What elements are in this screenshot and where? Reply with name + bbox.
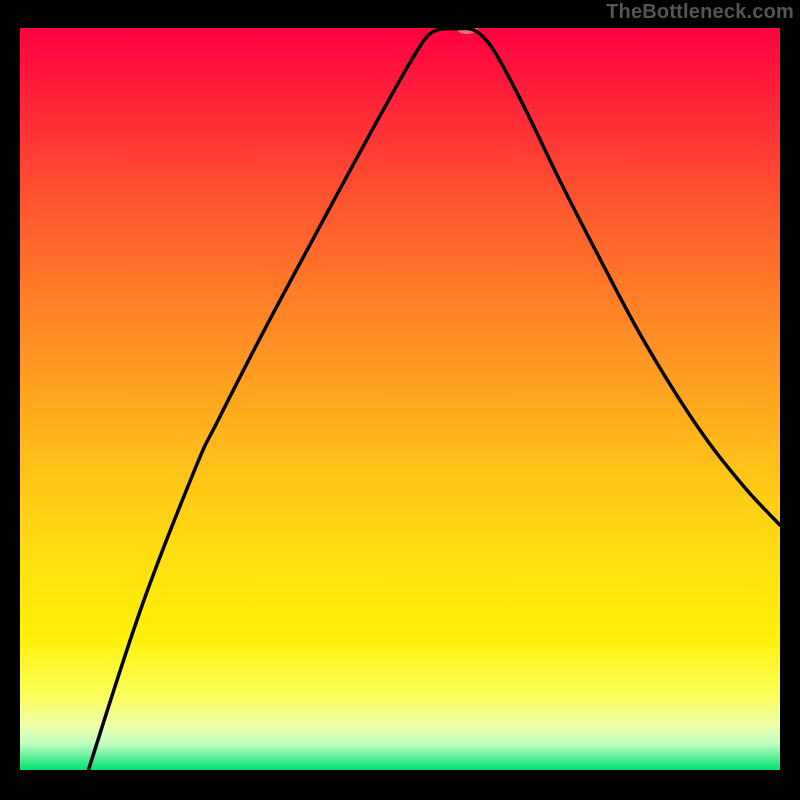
chart-stage: TheBottleneck.com	[0, 0, 800, 800]
plot-area	[20, 18, 780, 770]
gradient-background	[20, 28, 780, 770]
bottleneck-chart	[0, 0, 800, 800]
watermark-text: TheBottleneck.com	[606, 1, 794, 24]
